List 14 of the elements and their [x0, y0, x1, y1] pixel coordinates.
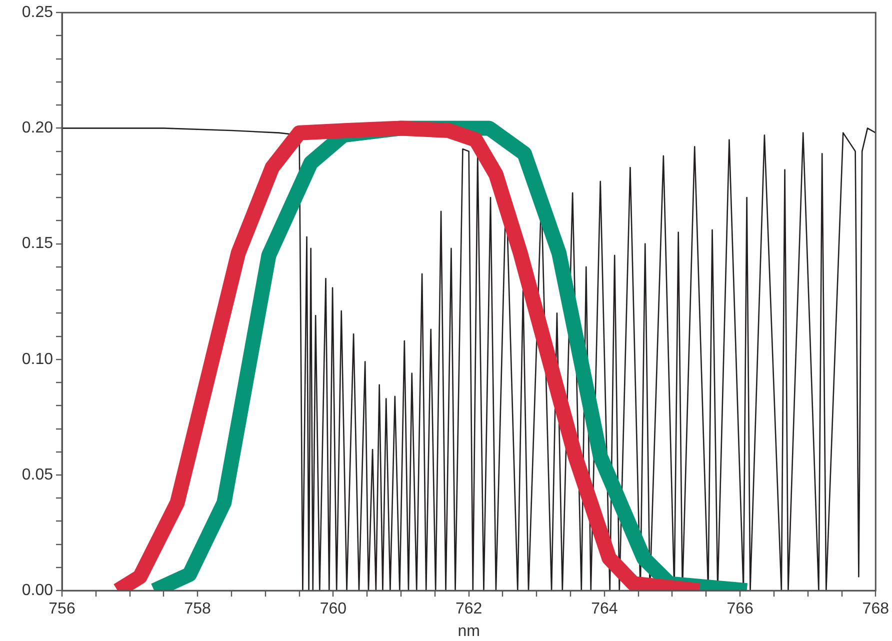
- y-tick-label: 0.10: [22, 350, 54, 368]
- y-tick-label: 0.15: [22, 235, 54, 252]
- y-tick-label: 0.25: [22, 4, 54, 22]
- x-tick-label: 766: [726, 600, 754, 618]
- x-tick-label: 764: [591, 600, 618, 618]
- x-tick-label: 762: [455, 600, 482, 618]
- y-tick-label: 0.20: [22, 120, 54, 137]
- x-axis-title: nm: [458, 622, 480, 640]
- x-tick-label: 756: [48, 600, 76, 618]
- y-tick-label: 0.05: [22, 466, 54, 484]
- x-tick-label: 760: [320, 600, 347, 618]
- x-tick-label: 758: [184, 600, 212, 618]
- x-tick-label: 768: [862, 600, 890, 618]
- y-tick-label: 0.00: [22, 582, 54, 600]
